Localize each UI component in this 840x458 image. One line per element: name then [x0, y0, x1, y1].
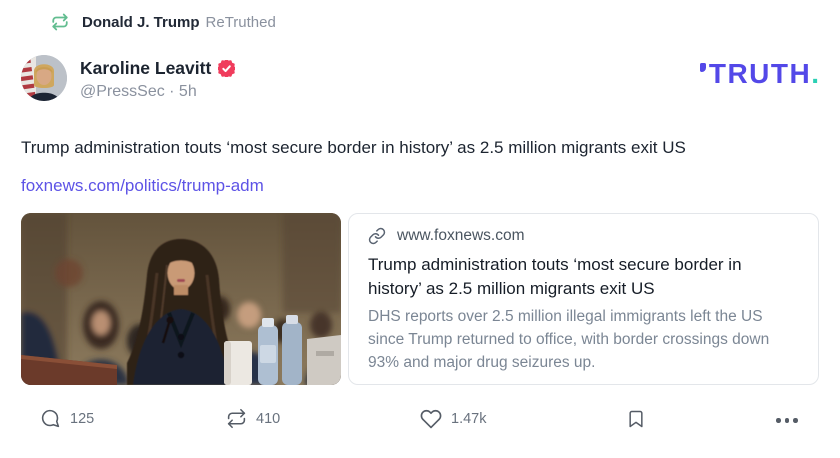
more-button[interactable] — [776, 418, 798, 423]
link-preview-image[interactable] — [21, 213, 341, 385]
reply-button[interactable]: 125 — [40, 408, 94, 429]
verified-badge-icon — [218, 60, 236, 77]
bookmark-button[interactable] — [626, 408, 646, 430]
retruth-button[interactable]: 410 — [226, 408, 280, 429]
reposter-name[interactable]: Donald J. Trump — [82, 13, 200, 31]
truth-logo: TRUTH . — [699, 58, 819, 89]
author-display-name[interactable]: Karoline Leavitt — [80, 58, 212, 78]
truth-logo-dot: . — [811, 58, 819, 89]
retruth-icon — [227, 408, 246, 429]
bookmark-icon — [629, 410, 643, 428]
post-link[interactable]: foxnews.com/politics/trump-adm — [21, 176, 264, 195]
avatar-image — [21, 55, 67, 101]
author-block: Karoline Leavitt @PressSec · 5h — [80, 58, 236, 101]
hearing-photo — [21, 213, 341, 385]
repost-banner: Donald J. Trump ReTruthed — [51, 13, 276, 31]
link-domain-row: www.foxnews.com — [368, 227, 798, 245]
more-icon — [776, 418, 798, 423]
reply-count: 125 — [70, 410, 95, 427]
action-bar: 125 410 1.47k — [0, 408, 840, 438]
link-icon — [368, 227, 386, 245]
post-text: Trump administration touts ‘most secure … — [21, 138, 686, 157]
author-handle-and-time[interactable]: @PressSec · 5h — [80, 83, 197, 100]
link-description: DHS reports over 2.5 million illegal imm… — [368, 308, 770, 371]
repost-banner-text[interactable]: Donald J. Trump ReTruthed — [82, 14, 276, 31]
like-button[interactable]: 1.47k — [420, 408, 486, 430]
link-preview-panel[interactable]: www.foxnews.com Trump administration tou… — [348, 213, 819, 385]
truth-logo-quote-mark — [699, 63, 706, 72]
link-domain: www.foxnews.com — [397, 227, 525, 244]
link-title[interactable]: Trump administration touts ‘most secure … — [368, 255, 742, 298]
link-preview-card[interactable]: www.foxnews.com Trump administration tou… — [21, 213, 819, 385]
retruth-icon — [52, 13, 68, 31]
truth-logo-wordmark: TRUTH — [708, 58, 812, 89]
like-count: 1.47k — [451, 411, 487, 427]
retruth-count: 410 — [256, 410, 281, 427]
repost-action-label: ReTruthed — [205, 13, 276, 31]
avatar[interactable] — [21, 55, 67, 101]
heart-icon — [420, 409, 442, 429]
comment-icon — [41, 409, 60, 428]
